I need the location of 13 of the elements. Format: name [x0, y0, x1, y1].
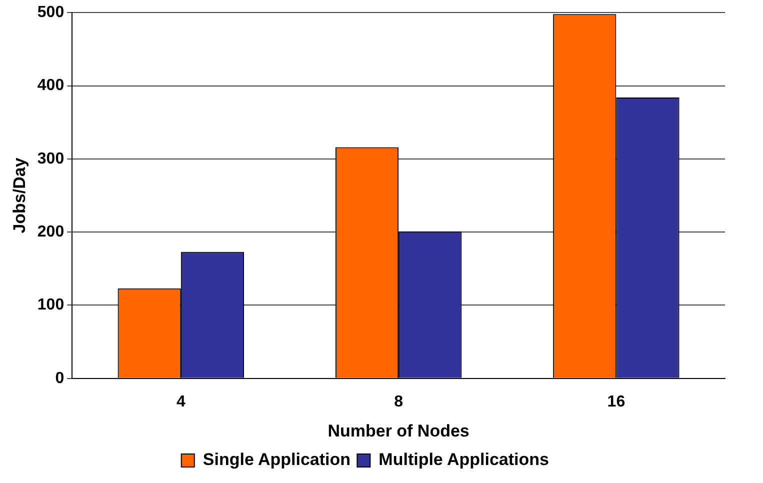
y-tick-label: 400	[37, 77, 64, 94]
y-tick-label: 100	[37, 296, 64, 314]
x-tick-label: 4	[176, 393, 186, 410]
x-axis-title: Number of Nodes	[328, 421, 470, 440]
y-tick-label: 300	[37, 150, 64, 168]
x-tick-label: 8	[394, 393, 404, 410]
y-axis-title: Jobs/Day	[10, 157, 29, 234]
legend-label: Single Application	[202, 450, 351, 470]
y-tick-label: 500	[37, 4, 64, 22]
x-tick-label: 16	[607, 393, 626, 410]
y-tick-label: 200	[37, 223, 64, 240]
y-tick-label: 0	[55, 370, 64, 387]
legend-label: Multiple Applications	[378, 450, 549, 470]
